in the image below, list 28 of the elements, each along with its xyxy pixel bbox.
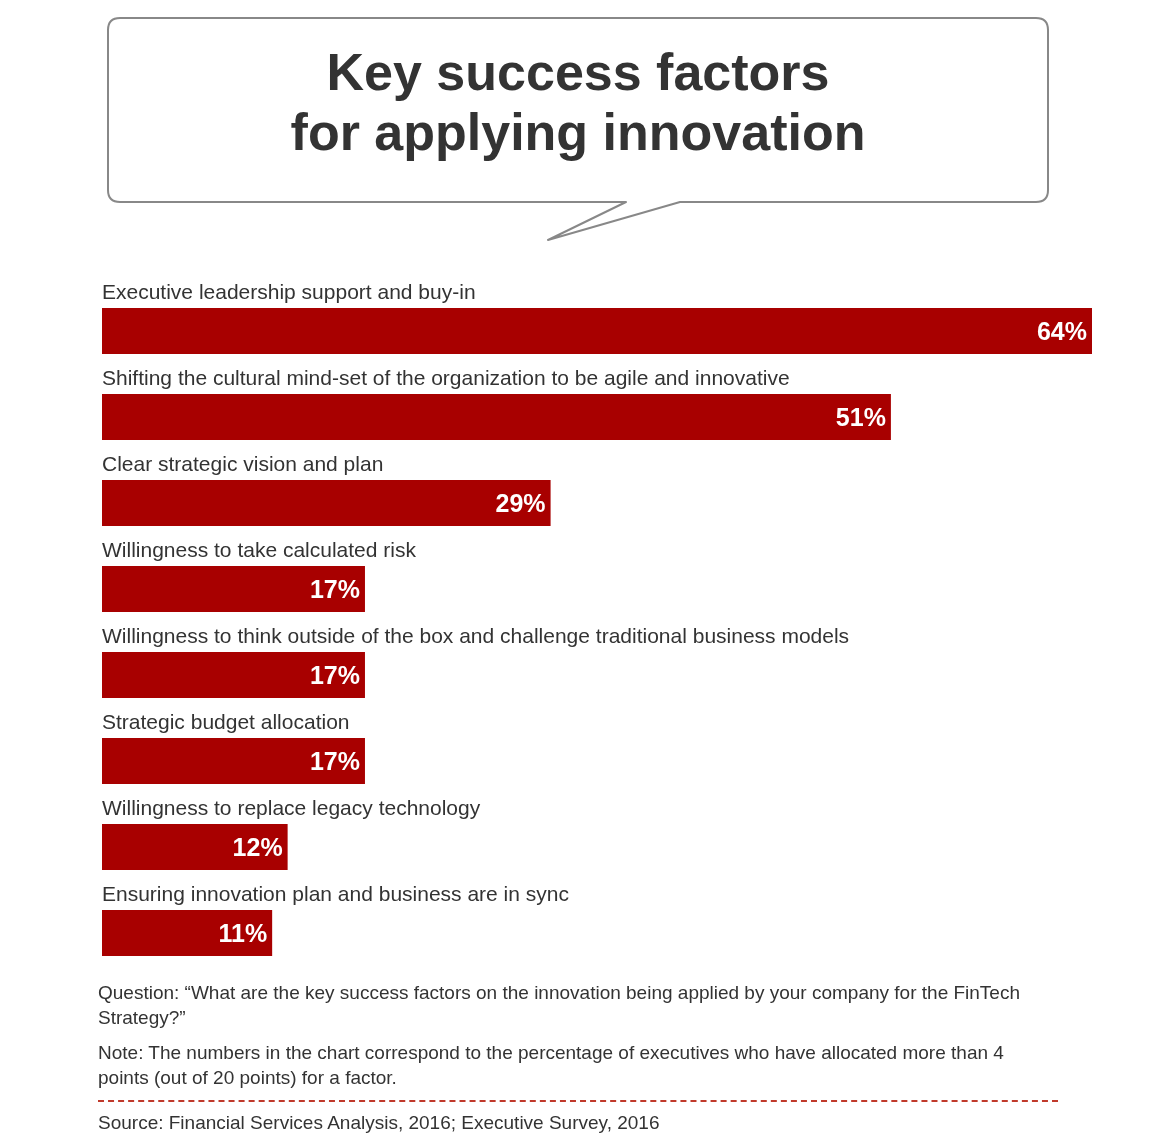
data-label: 11%: [218, 918, 268, 947]
bar: [102, 480, 551, 526]
y-tick-label: Shifting the cultural mind-set of the organization to be agile and innovative: [102, 366, 790, 389]
bar: [102, 394, 891, 440]
text: Question: “What are the key success factors on the innovation being applied by your company for the FinTech Strategy?”: [98, 981, 1021, 1030]
data-label: 29%: [495, 488, 546, 517]
data-label: 51%: [835, 402, 886, 431]
y-tick-label: Willingness to think outside of the box and challenge traditional business models: [102, 624, 850, 647]
bar: [102, 652, 365, 698]
data-label: 17%: [309, 574, 360, 603]
y-tick-label: Clear strategic vision and plan: [102, 452, 384, 475]
data-label: 17%: [309, 746, 360, 775]
y-tick-label: Ensuring innovation plan and business are in sync: [102, 882, 569, 905]
bar: [102, 566, 365, 612]
text: Note: The numbers in the chart correspond to the percentage of executives who have allocated more than 4 points (out of 20 points) for a factor.: [98, 1041, 1005, 1090]
data-label: 12%: [232, 832, 283, 861]
bar: [102, 738, 365, 784]
source-note: Source: Financial Services Analysis, 2016; Executive Survey, 2016: [98, 1111, 661, 1135]
data-label: 17%: [309, 660, 360, 689]
y-tick-label: Willingness to replace legacy technology: [102, 796, 481, 819]
y-tick-label: Executive leadership support and buy-in: [102, 280, 476, 303]
y-tick-label: Willingness to take calculated risk: [102, 538, 417, 561]
data-label: 64%: [1036, 316, 1087, 345]
bar: [102, 824, 288, 870]
bar: [102, 910, 273, 956]
y-tick-label: Strategic budget allocation: [102, 710, 350, 733]
chart-title: Key success factors for applying innovation: [289, 42, 867, 162]
bar: [102, 308, 1092, 354]
